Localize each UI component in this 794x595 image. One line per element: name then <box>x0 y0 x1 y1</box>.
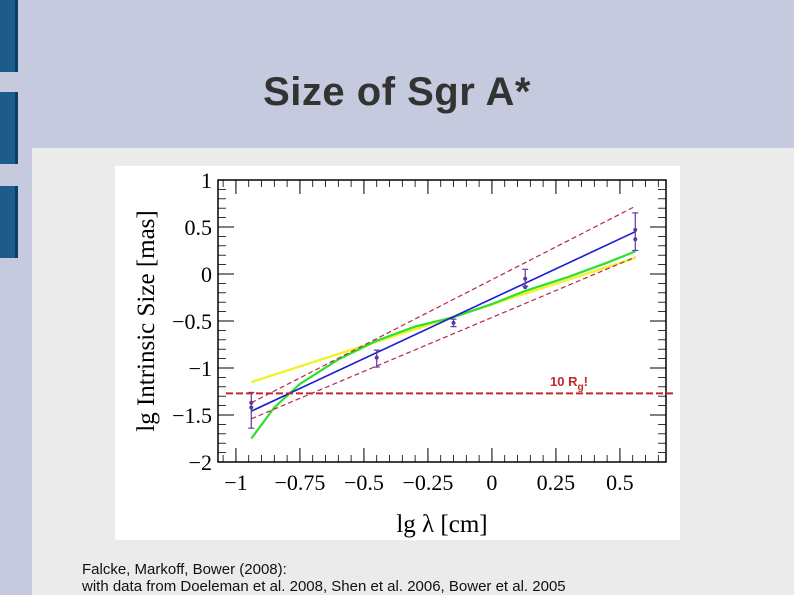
y-tick-label: −1 <box>189 356 212 381</box>
reference-label-suffix: ! <box>584 374 588 389</box>
x-axis-title: lg λ [cm] <box>396 511 487 538</box>
y-tick-label: −1.5 <box>172 403 212 428</box>
chart: −1 −0.75 −0.5 −0.25 0 0.25 0.5 −2 −1.5 −1 −0.5 0 0.5… <box>115 166 680 540</box>
reference-label: 10 Rg! <box>550 374 588 393</box>
x-tick-label: −0.25 <box>402 470 453 495</box>
x-tick-label: −1 <box>224 470 247 495</box>
blue-fit-line <box>250 230 636 412</box>
x-tick-label: 0 <box>486 470 497 495</box>
green-model-curve <box>250 250 636 440</box>
accent-bar-1 <box>0 0 18 72</box>
data-point <box>523 276 528 281</box>
y-tick-label: 0.5 <box>185 215 213 240</box>
series-lines <box>250 205 636 440</box>
data-point <box>249 400 254 405</box>
chart-svg: −1 −0.75 −0.5 −0.25 0 0.25 0.5 −2 −1.5 −1 −0.5 0 0.5… <box>133 168 675 538</box>
citation-line-1: Falcke, Markoff, Bower (2008): <box>82 561 287 578</box>
citation: Falcke, Markoff, Bower (2008): with data… <box>82 561 782 595</box>
y-tick-label: 1 <box>201 168 212 193</box>
citation-line-2: with data from Doeleman et al. 2008, She… <box>82 578 566 595</box>
data-point <box>633 227 638 232</box>
data-point <box>451 320 456 325</box>
x-tick-label: 0.5 <box>606 470 634 495</box>
lower-envelope-line <box>251 256 636 420</box>
data-point <box>523 285 528 290</box>
reference-label-main: 10 R <box>550 374 578 389</box>
data-point <box>633 237 638 242</box>
y-tick-label: 0 <box>201 262 212 287</box>
data-points <box>248 212 639 429</box>
accent-bar-2 <box>0 92 18 164</box>
y-tick-label: −2 <box>189 450 212 475</box>
tick-labels: −1 −0.75 −0.5 −0.25 0 0.25 0.5 −2 −1.5 −1 −0.5 0 0.5… <box>172 168 634 495</box>
upper-envelope-line <box>251 205 636 404</box>
reference-label-sub: g <box>577 382 583 393</box>
x-tick-label: −0.75 <box>274 470 325 495</box>
y-axis-title: lg Intrinsic Size [mas] <box>133 210 160 431</box>
slide-title: Size of Sgr A* <box>263 70 531 114</box>
x-tick-label: −0.5 <box>344 470 384 495</box>
data-point <box>249 405 254 410</box>
tick-marks <box>218 179 666 463</box>
y-tick-label: −0.5 <box>172 309 212 334</box>
x-tick-label: 0.25 <box>537 470 576 495</box>
data-point <box>374 355 379 360</box>
accent-bar-3 <box>0 186 18 258</box>
